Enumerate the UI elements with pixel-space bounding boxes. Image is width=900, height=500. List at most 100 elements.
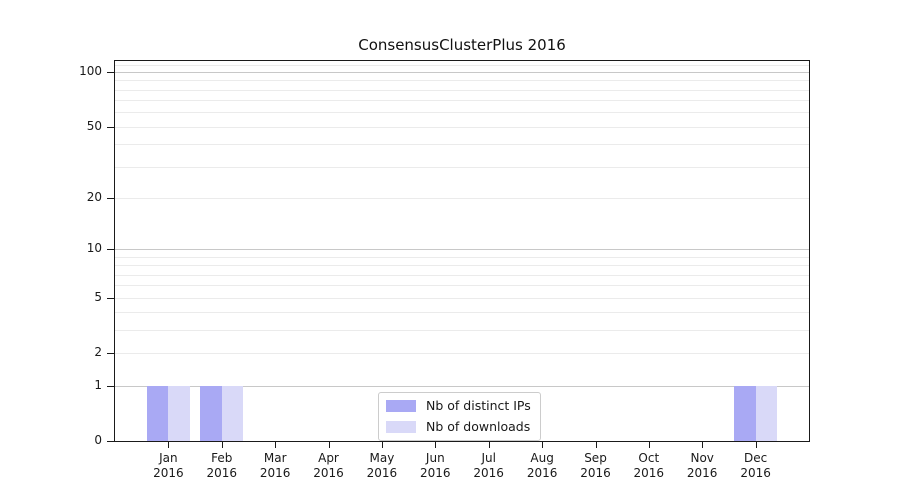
gridline-minor bbox=[115, 197, 809, 199]
x-tick-month: Aug bbox=[530, 451, 554, 465]
y-tick-mark bbox=[107, 441, 114, 442]
x-tick-label: Oct 2016 bbox=[617, 451, 681, 481]
x-tick-label: Sep 2016 bbox=[564, 451, 628, 481]
gridline-major bbox=[115, 72, 809, 74]
x-tick-month: Sep bbox=[584, 451, 607, 465]
y-tick-mark bbox=[107, 249, 114, 251]
x-tick-month: Jun bbox=[425, 451, 445, 465]
y-tick-mark bbox=[107, 126, 114, 128]
x-tick-year: 2016 bbox=[526, 466, 558, 480]
plot-area bbox=[114, 60, 810, 442]
x-tick-mark bbox=[435, 442, 437, 448]
y-tick-label: 50 bbox=[86, 118, 102, 133]
x-tick-year: 2016 bbox=[313, 466, 344, 480]
gridline-minor bbox=[115, 285, 809, 287]
gridline-minor bbox=[115, 100, 809, 102]
x-tick-year: 2016 bbox=[473, 466, 504, 480]
bar-downloads-dec bbox=[755, 385, 777, 441]
x-tick-mark bbox=[381, 442, 383, 448]
bar-downloads-feb bbox=[221, 385, 244, 441]
gridline-minor bbox=[115, 265, 809, 267]
x-tick-year: 2016 bbox=[420, 466, 451, 480]
legend-label-distinct-ips: Nb of distinct IPs bbox=[426, 398, 531, 413]
gridline-minor bbox=[115, 112, 809, 114]
gridline-minor bbox=[115, 274, 809, 276]
x-tick-year: 2016 bbox=[633, 466, 665, 480]
x-tick-label: Dec 2016 bbox=[724, 451, 788, 481]
gridline-major bbox=[115, 385, 809, 387]
x-tick-month: Nov bbox=[690, 451, 714, 465]
legend-row-distinct-ips: Nb of distinct IPs bbox=[386, 398, 531, 413]
bar-distinct-ips-feb bbox=[200, 385, 222, 441]
x-tick-mark bbox=[328, 442, 330, 448]
x-tick-mark bbox=[221, 442, 223, 448]
gridline-minor bbox=[115, 64, 809, 66]
x-tick-month: Mar bbox=[263, 451, 287, 465]
gridline-minor bbox=[115, 89, 809, 91]
legend-swatch-downloads bbox=[386, 420, 416, 433]
gridline-minor bbox=[115, 166, 809, 168]
x-tick-month: Feb bbox=[211, 451, 233, 465]
x-tick-label: Jan 2016 bbox=[136, 451, 200, 481]
bar-distinct-ips-dec bbox=[734, 385, 756, 441]
x-tick-month: Jul bbox=[481, 451, 496, 465]
bar-downloads-jan bbox=[168, 385, 190, 441]
legend-label-downloads: Nb of downloads bbox=[426, 419, 531, 434]
x-tick-month: Oct bbox=[638, 451, 660, 465]
y-tick-label: 5 bbox=[94, 289, 102, 304]
y-tick-label: 2 bbox=[94, 345, 102, 360]
legend: Nb of distinct IPs Nb of downloads bbox=[378, 392, 541, 441]
x-tick-label: Jun 2016 bbox=[403, 451, 467, 481]
gridline-minor bbox=[115, 330, 809, 332]
x-tick-mark bbox=[648, 442, 650, 448]
x-tick-label: Mar 2016 bbox=[243, 451, 307, 481]
y-tick-label: 20 bbox=[86, 189, 102, 204]
x-tick-mark bbox=[702, 442, 704, 448]
x-tick-month: Jan bbox=[159, 451, 178, 465]
y-tick-mark bbox=[107, 353, 114, 355]
x-tick-mark bbox=[275, 442, 277, 448]
x-tick-year: 2016 bbox=[206, 466, 238, 480]
x-tick-label: Apr 2016 bbox=[297, 451, 361, 481]
legend-swatch-distinct-ips bbox=[386, 399, 416, 412]
gridline-minor bbox=[115, 353, 809, 355]
gridline-minor bbox=[115, 256, 809, 258]
x-tick-mark bbox=[755, 442, 757, 448]
gridline-minor bbox=[115, 297, 809, 299]
grid-layer bbox=[115, 61, 809, 441]
x-tick-month: May bbox=[369, 451, 395, 465]
y-tick-mark bbox=[107, 72, 114, 74]
x-tick-month: Dec bbox=[743, 451, 768, 465]
bars-layer bbox=[115, 61, 809, 441]
y-tick-label: 10 bbox=[86, 241, 102, 256]
x-tick-label: Jul 2016 bbox=[457, 451, 521, 481]
x-tick-label: Aug 2016 bbox=[510, 451, 574, 481]
x-tick-mark bbox=[542, 442, 544, 448]
y-tick-label: 100 bbox=[79, 64, 102, 79]
x-tick-year: 2016 bbox=[366, 466, 398, 480]
y-tick-label: 1 bbox=[94, 377, 102, 392]
x-tick-year: 2016 bbox=[259, 466, 291, 480]
chart-title: ConsensusClusterPlus 2016 bbox=[358, 36, 566, 54]
x-tick-month: Apr bbox=[318, 451, 339, 465]
x-tick-label: May 2016 bbox=[350, 451, 414, 481]
y-tick-mark bbox=[107, 385, 114, 387]
x-tick-mark bbox=[488, 442, 490, 448]
gridline-minor bbox=[115, 126, 809, 128]
x-tick-year: 2016 bbox=[580, 466, 611, 480]
x-tick-label: Nov 2016 bbox=[670, 451, 734, 481]
gridline-minor bbox=[115, 312, 809, 314]
x-tick-label: Feb 2016 bbox=[190, 451, 254, 481]
gridline-minor bbox=[115, 80, 809, 82]
x-tick-year: 2016 bbox=[686, 466, 718, 480]
y-tick-mark bbox=[107, 297, 114, 299]
gridline-major bbox=[115, 249, 809, 251]
legend-row-downloads: Nb of downloads bbox=[386, 419, 531, 434]
x-tick-mark bbox=[595, 442, 597, 448]
x-tick-year: 2016 bbox=[740, 466, 771, 480]
x-tick-year: 2016 bbox=[153, 466, 184, 480]
y-tick-label: 0 bbox=[94, 433, 102, 447]
x-tick-mark bbox=[168, 442, 170, 448]
gridline-minor bbox=[115, 144, 809, 146]
